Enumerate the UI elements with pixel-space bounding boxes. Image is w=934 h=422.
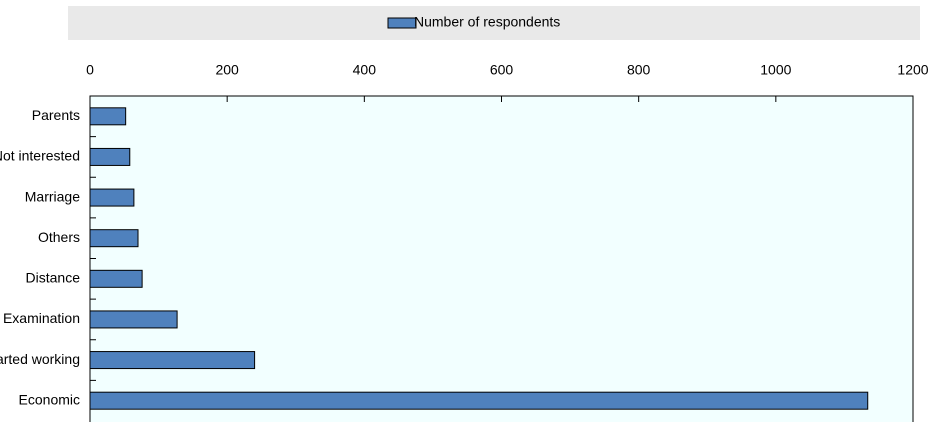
bar xyxy=(89,310,178,329)
bar xyxy=(89,269,143,288)
x-tick-label: 200 xyxy=(215,62,239,78)
bar xyxy=(89,229,139,248)
bar xyxy=(89,351,256,370)
x-tick-label: 0 xyxy=(86,62,94,78)
x-tick-label: 1200 xyxy=(897,62,928,78)
bar xyxy=(89,147,131,166)
y-tick-label: Parents xyxy=(32,107,80,123)
plot-area xyxy=(89,95,914,422)
y-tick-label: Examination xyxy=(3,310,80,326)
legend-background xyxy=(68,6,920,40)
bar xyxy=(89,107,127,126)
y-tick-label: Economic xyxy=(19,391,80,407)
bar xyxy=(89,391,869,410)
x-tick-label: 1000 xyxy=(760,62,791,78)
x-tick-label: 400 xyxy=(353,62,377,78)
y-tick-label: Started working xyxy=(0,351,80,367)
bar xyxy=(89,188,135,207)
legend-label: Number of respondents xyxy=(414,14,560,30)
legend-swatch xyxy=(387,17,417,29)
x-tick-label: 800 xyxy=(627,62,651,78)
y-tick-label: Others xyxy=(38,229,80,245)
y-tick-label: Distance xyxy=(26,270,81,286)
y-tick-label: Marriage xyxy=(25,188,80,204)
x-tick-label: 600 xyxy=(490,62,514,78)
y-tick-label: Not interested xyxy=(0,148,80,164)
